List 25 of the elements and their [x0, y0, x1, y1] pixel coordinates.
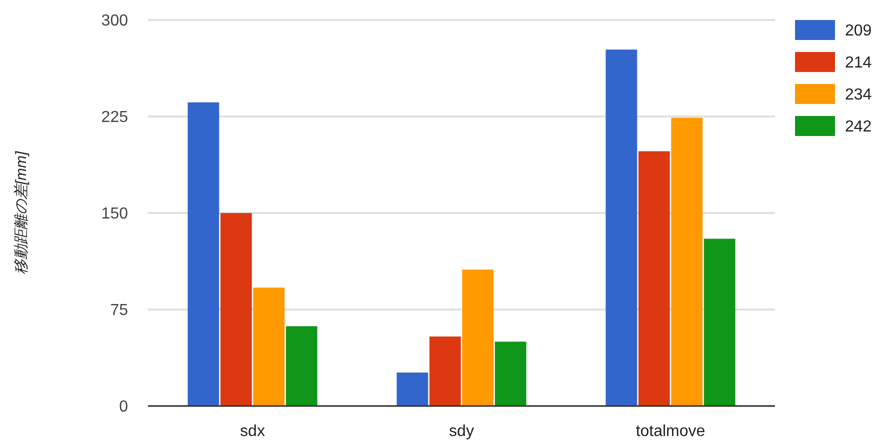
bar: [188, 102, 220, 406]
y-tick-label: 75: [110, 302, 128, 320]
bar: [638, 151, 670, 406]
legend-label: 242: [845, 118, 872, 136]
legend-label: 214: [845, 54, 872, 72]
bar: [220, 213, 252, 406]
bar: [286, 326, 318, 406]
legend-label: 209: [845, 22, 872, 40]
bar: [429, 336, 461, 406]
y-tick-label: 150: [101, 206, 128, 223]
y-axis-title: 移動距離の差[mm]: [13, 150, 30, 275]
bar: [253, 288, 285, 406]
x-tick-label: sdx: [240, 423, 265, 440]
bar: [494, 342, 526, 406]
y-tick-label: 300: [101, 12, 128, 30]
bar: [462, 270, 494, 406]
legend-label: 234: [845, 86, 872, 104]
bar: [396, 372, 428, 406]
y-tick-label: 225: [101, 109, 128, 126]
x-tick-label: totalmove: [636, 423, 706, 440]
bar: [704, 238, 736, 406]
x-tick-label: sdy: [449, 423, 474, 440]
y-tick-label: 0: [119, 398, 128, 416]
bar: [606, 50, 638, 406]
bar: [671, 118, 703, 406]
